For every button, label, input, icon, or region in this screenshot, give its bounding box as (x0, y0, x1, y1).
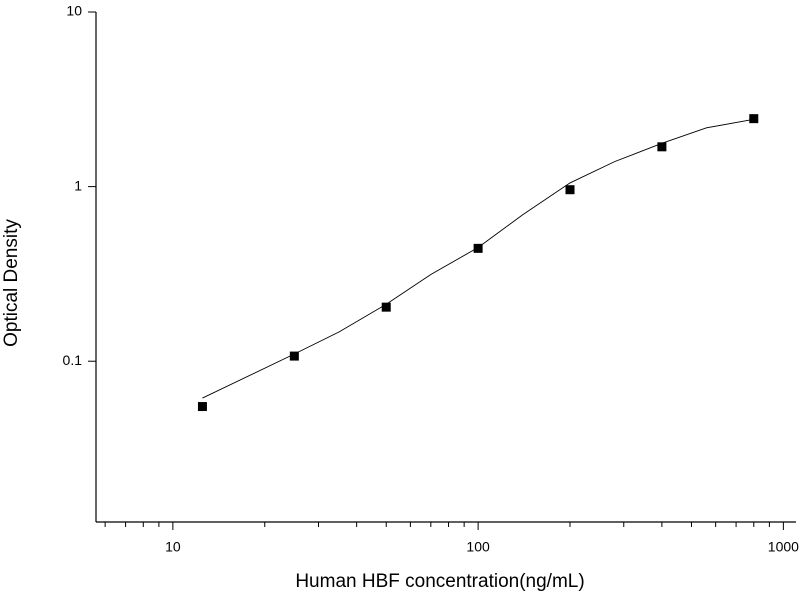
data-point (473, 243, 483, 253)
x-tick-label: 10 (165, 539, 181, 555)
y-tick-label: 10 (66, 3, 82, 19)
data-point (657, 142, 667, 152)
y-axis-label: Optical Density (1, 219, 22, 347)
data-point (565, 185, 575, 195)
data-point (197, 402, 207, 412)
data-point (381, 302, 391, 312)
y-tick-label: 1 (74, 177, 82, 193)
y-tick-label: 0.1 (63, 352, 83, 368)
x-tick-label: 100 (466, 539, 490, 555)
data-point (289, 351, 299, 361)
data-point (749, 114, 759, 124)
fit-curve (202, 118, 754, 399)
x-tick-label: 1000 (768, 539, 799, 555)
x-axis-label: Human HBF concentration(ng/mL) (295, 571, 584, 592)
